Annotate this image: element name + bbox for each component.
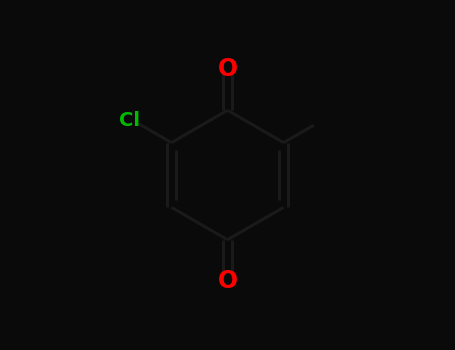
Text: O: O [217,57,238,81]
Text: Cl: Cl [119,111,140,130]
Text: O: O [217,269,238,293]
